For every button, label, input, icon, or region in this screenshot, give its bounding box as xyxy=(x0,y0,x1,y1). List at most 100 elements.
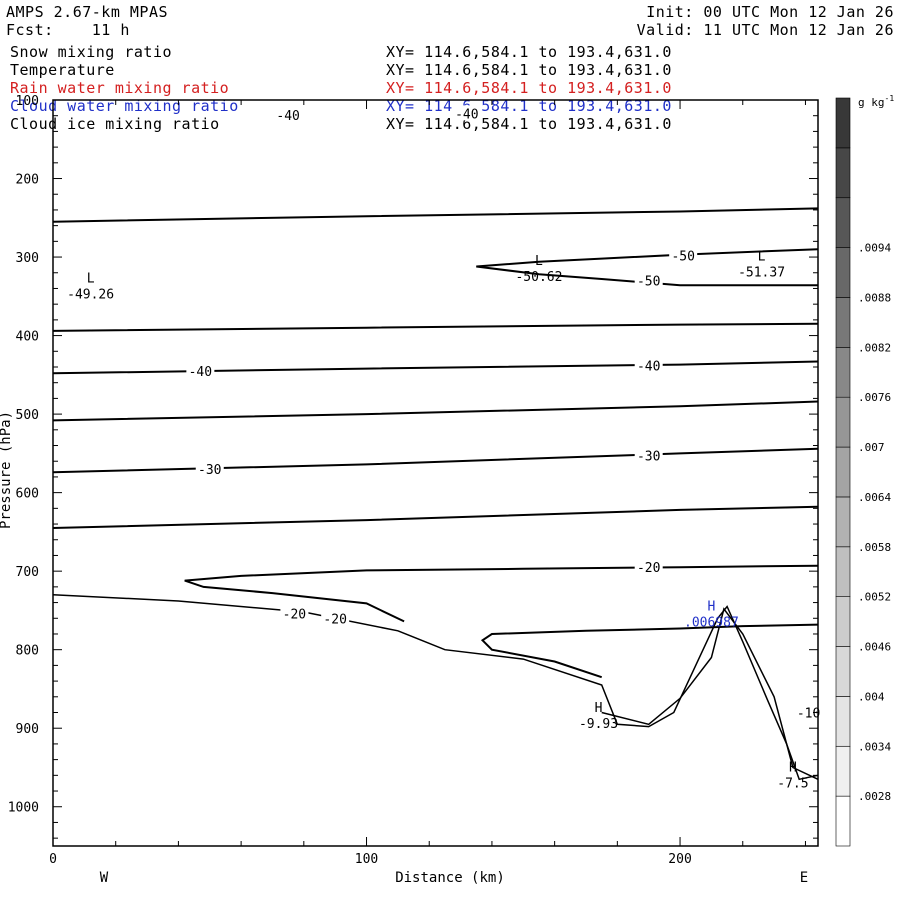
contour-label: -40 xyxy=(637,359,660,374)
contour-label: -20 xyxy=(323,612,346,627)
colorbar-tick-label: .0046 xyxy=(858,641,891,654)
contour-label: -50 xyxy=(637,275,660,290)
axes: 100 200 300 400 500 600 700 800 900 1000 0 100 200 xyxy=(8,94,819,867)
plot-area: -40 -40-50-50-40 -40-30-30-20-20 -20-10L-49… xyxy=(52,105,823,792)
colorbar-tick-label: .0058 xyxy=(858,541,891,554)
temperature-contour xyxy=(480,623,819,679)
contour-label: -40 xyxy=(276,109,299,124)
contour-label-bg xyxy=(186,362,215,378)
colorbar-swatch xyxy=(835,745,851,797)
extremum-marker: L xyxy=(535,254,543,269)
extremum-marker: H xyxy=(595,701,603,716)
y-tick-label: 400 xyxy=(16,330,39,345)
colorbar-swatch xyxy=(835,546,851,597)
field-name-cloud-water: Cloud water mixing ratio xyxy=(10,97,239,115)
colorbar-tick-label: .0094 xyxy=(858,242,891,255)
colorbar-swatch xyxy=(835,147,851,199)
temperature-contour xyxy=(52,447,819,474)
extremum-marker: L xyxy=(758,249,766,264)
contour-label-bg xyxy=(634,357,663,373)
colorbar-swatch xyxy=(835,496,851,548)
contour-label: -30 xyxy=(198,463,221,478)
x-tick-label: 200 xyxy=(668,852,691,867)
colorbar-swatch xyxy=(835,247,851,298)
colorbar-tick-label: .0028 xyxy=(858,790,891,803)
extremum-value: -9.93 xyxy=(579,717,618,732)
contour-label-bg xyxy=(669,247,698,263)
contour-label-bg xyxy=(195,461,224,477)
temperature-contour xyxy=(52,400,819,422)
colorbar-swatch xyxy=(835,696,851,747)
y-tick-label: 900 xyxy=(16,722,39,737)
colorbar-tick-label: .0064 xyxy=(858,491,891,504)
contour-label-bg xyxy=(634,447,663,463)
plot-frame xyxy=(52,99,819,847)
y-axis-label: Pressure (hPa) xyxy=(0,411,14,529)
field-xy-snow: XY= 114.6,584.1 to 193.4,631.0 xyxy=(386,43,672,61)
extremum-value: -49.26 xyxy=(67,287,114,302)
valid-time: Valid: 11 UTC Mon 12 Jan 26 xyxy=(636,21,894,39)
colorbar-swatch xyxy=(835,646,851,697)
colorbar-swatch xyxy=(835,446,851,498)
extremum-value: -51.37 xyxy=(738,265,785,280)
extremum-value: -7.5 xyxy=(777,777,808,792)
colorbar-unit-exponent: -1 xyxy=(885,94,895,103)
colorbar-tick-label: .0034 xyxy=(858,740,891,753)
temperature-contour xyxy=(476,248,819,268)
y-tick-label: 1000 xyxy=(8,801,39,816)
contour-label: -10 xyxy=(797,707,820,722)
y-tick-label: 600 xyxy=(16,487,39,502)
y-tick-label: 800 xyxy=(16,644,39,659)
contour-label-bg xyxy=(274,106,303,122)
colorbar-tick-label: .0088 xyxy=(858,291,891,304)
colorbar-tick-label: .0052 xyxy=(858,591,891,604)
contour-label-bg xyxy=(321,610,350,626)
colorbar-swatch xyxy=(835,197,851,248)
colorbar-swatch xyxy=(835,347,851,398)
x-tick-label: 100 xyxy=(355,852,378,867)
extremum-marker: H xyxy=(789,761,797,776)
field-xy-cloud-ice: XY= 114.6,584.1 to 193.4,631.0 xyxy=(386,115,672,133)
cloud-water-contour xyxy=(601,607,819,780)
extremum-value: .006987 xyxy=(684,616,739,631)
colorbar-tick-label: .0082 xyxy=(858,341,891,354)
colorbar-tick-label: .0076 xyxy=(858,391,891,404)
contour-label-bg xyxy=(634,272,663,288)
contour-label: -50 xyxy=(671,249,694,264)
extremum-marker: L xyxy=(87,271,95,286)
terrain-boundary xyxy=(52,593,819,781)
colorbar-tick-label: .007 xyxy=(858,441,885,454)
colorbar-swatch xyxy=(835,795,851,847)
model-title: AMPS 2.67-km MPAS xyxy=(6,3,169,21)
contour-label-bg xyxy=(452,105,481,121)
contour-label: -40 xyxy=(189,365,212,380)
y-tick-label: 500 xyxy=(16,408,39,423)
field-name-cloud-ice: Cloud ice mixing ratio xyxy=(10,115,220,133)
colorbar-swatch xyxy=(835,97,851,149)
temperature-contour xyxy=(52,322,819,332)
colorbar-swatch xyxy=(835,396,851,448)
temperature-contour xyxy=(52,207,819,223)
colorbar-swatch xyxy=(835,596,851,647)
contour-label: -20 xyxy=(637,561,660,576)
init-time: Init: 00 UTC Mon 12 Jan 26 xyxy=(646,3,894,21)
contour-label-bg xyxy=(794,704,823,720)
x-tick-label: 0 xyxy=(49,852,57,867)
field-name-temperature: Temperature xyxy=(10,61,115,79)
y-tick-label: 700 xyxy=(16,565,39,580)
temperature-contour xyxy=(476,265,818,287)
y-tick-label: 200 xyxy=(16,173,39,188)
field-name-rain: Rain water mixing ratio xyxy=(10,79,230,97)
field-name-snow: Snow mixing ratio xyxy=(10,43,173,61)
contour-label-bg xyxy=(280,605,309,621)
x-end-label-east: E xyxy=(800,870,808,886)
colorbar-unit: g kg-1 xyxy=(858,94,894,109)
colorbar: .0028 .0034 .004 .0046 .0052 .0058 .0064 .007 .0… xyxy=(835,94,894,847)
temperature-contour xyxy=(52,360,819,375)
y-tick-label: 100 xyxy=(16,94,39,109)
x-axis-label: Distance (km) xyxy=(395,870,505,886)
colorbar-swatch xyxy=(835,297,851,348)
contour-label: -30 xyxy=(637,450,660,465)
contour-label: -20 xyxy=(283,608,306,623)
